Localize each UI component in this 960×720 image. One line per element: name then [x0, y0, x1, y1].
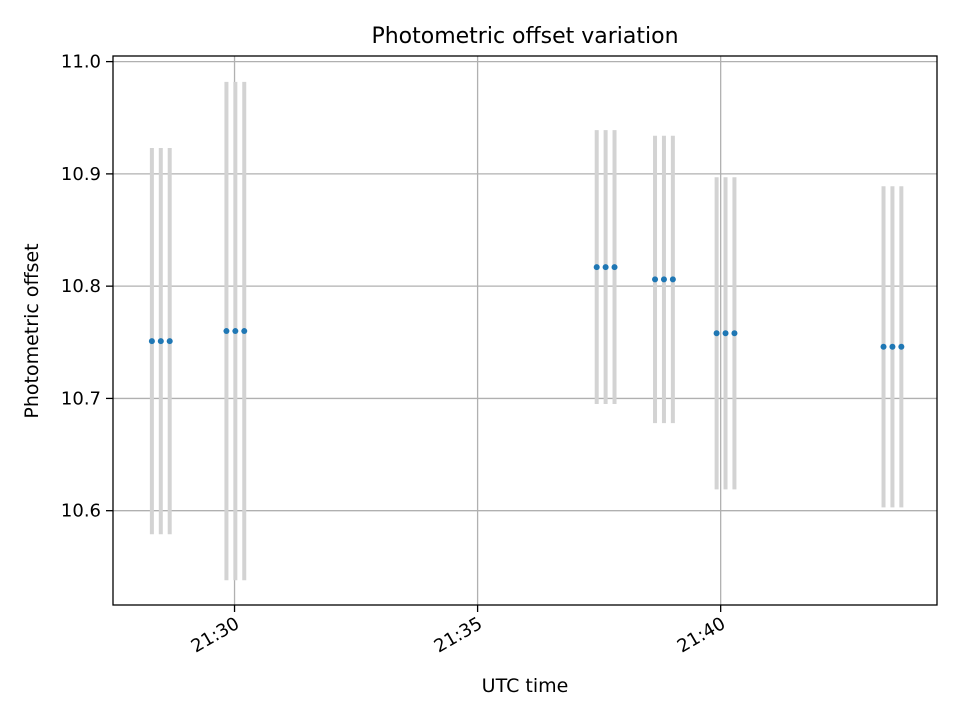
data-point — [722, 330, 729, 337]
data-point — [602, 264, 609, 271]
data-points — [148, 264, 905, 350]
x-tick-label: 21:35 — [431, 613, 486, 657]
y-tick-label: 11.0 — [61, 52, 101, 73]
data-point — [166, 338, 173, 345]
data-point — [898, 343, 905, 350]
y-tick-label: 10.8 — [61, 276, 101, 297]
data-point — [652, 276, 659, 283]
x-tick-label: 21:30 — [188, 613, 243, 657]
data-point — [593, 264, 600, 271]
data-point — [157, 338, 164, 345]
y-axis-label: Photometric offset — [21, 243, 43, 418]
x-axis-ticks: 21:30 21:35 21:40 — [188, 605, 729, 657]
data-point — [669, 276, 676, 283]
data-point — [611, 264, 618, 271]
data-point — [232, 328, 239, 335]
y-axis-ticks: 10.6 10.7 10.8 10.9 11.0 — [61, 52, 113, 522]
grid — [113, 56, 937, 605]
data-point — [148, 338, 155, 345]
data-point — [889, 343, 896, 350]
y-tick-label: 10.7 — [61, 388, 101, 409]
y-tick-label: 10.9 — [61, 164, 101, 185]
x-tick-label: 21:40 — [674, 613, 729, 657]
data-point — [241, 328, 248, 335]
data-point — [731, 330, 738, 337]
data-point — [880, 343, 887, 350]
data-point — [713, 330, 720, 337]
chart-title: Photometric offset variation — [371, 24, 678, 49]
y-tick-label: 10.6 — [61, 501, 101, 522]
data-point — [660, 276, 667, 283]
x-axis-label: UTC time — [482, 675, 569, 697]
plot-frame — [112, 55, 938, 606]
data-point — [223, 328, 230, 335]
error-bars — [149, 81, 904, 581]
